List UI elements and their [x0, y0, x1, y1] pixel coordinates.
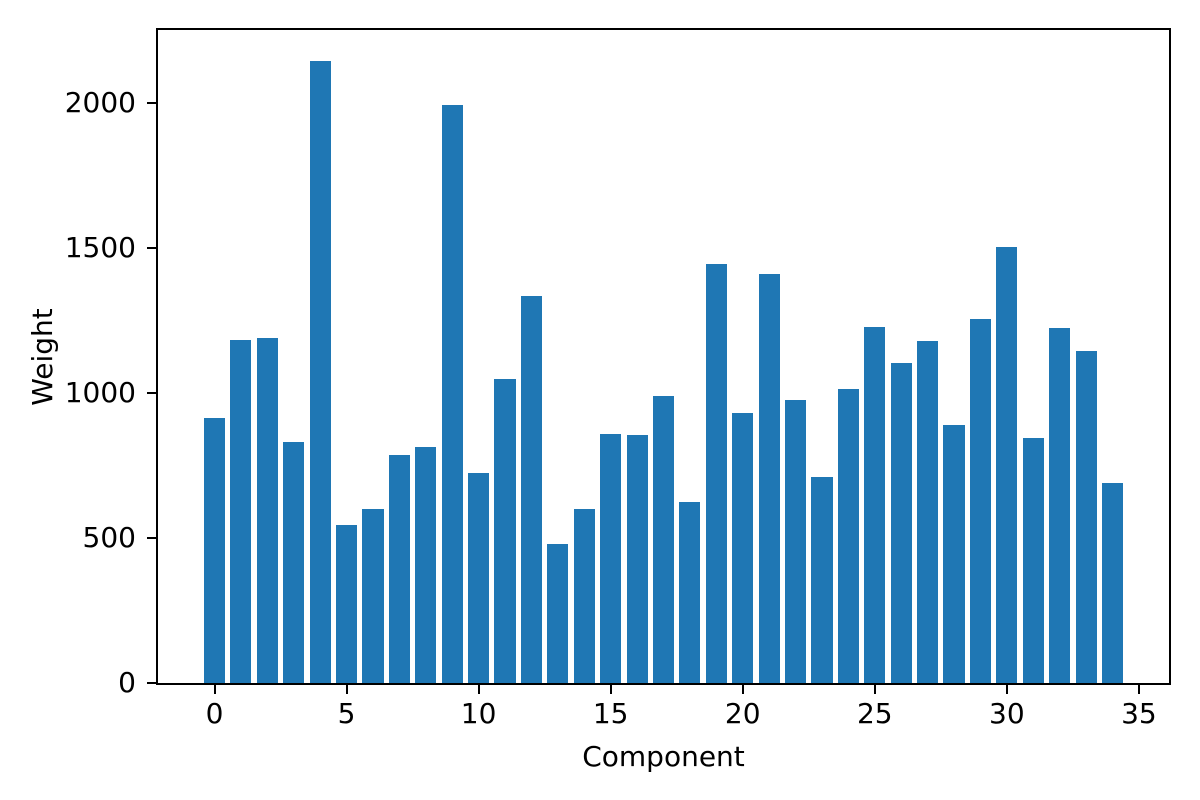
bar-31: [1022, 438, 1044, 683]
bar-6: [362, 509, 384, 683]
bar-24: [837, 388, 859, 683]
bar-26: [890, 362, 912, 683]
bar-29: [969, 319, 991, 683]
bar-18: [679, 501, 701, 683]
bar-19: [705, 264, 727, 683]
x-tick-mark-0: [213, 685, 216, 694]
x-tick-label-30: 30: [989, 697, 1025, 730]
x-tick-label-20: 20: [724, 697, 761, 730]
bar-11: [494, 378, 516, 683]
bar-12: [520, 296, 542, 683]
y-axis-label: Weight: [26, 307, 59, 406]
bar-13: [547, 543, 569, 683]
bar-33: [1075, 351, 1097, 683]
bar-3: [283, 442, 305, 683]
bar-30: [996, 246, 1018, 683]
bar-20: [732, 413, 754, 683]
x-axis-label: Component: [582, 740, 745, 773]
y-tick-mark-1500: [147, 247, 156, 250]
x-tick-label-10: 10: [460, 697, 497, 730]
x-tick-label-15: 15: [592, 697, 629, 730]
bar-2: [256, 338, 278, 683]
y-tick-mark-0: [147, 682, 156, 684]
bar-25: [864, 326, 886, 683]
x-tick-label-5: 5: [337, 697, 356, 730]
x-tick-mark-20: [741, 685, 744, 694]
bar-14: [573, 509, 595, 683]
y-tick-label-0: 0: [118, 666, 136, 699]
x-tick-mark-25: [873, 685, 876, 694]
x-tick-label-25: 25: [856, 697, 893, 730]
bar-16: [626, 435, 648, 683]
y-tick-label-1000: 1000: [64, 376, 136, 410]
x-tick-mark-10: [477, 685, 480, 694]
bar-27: [917, 341, 939, 683]
y-tick-label-2000: 2000: [64, 86, 136, 120]
bar-0: [203, 417, 226, 683]
plot-area: 0 5 10 15 20 25 30 35 0 500 1000 1500 2000 Componen…: [26, 28, 1171, 771]
y-tick-mark-500: [147, 537, 156, 540]
x-tick-label-35: 35: [1121, 697, 1157, 730]
bar-23: [811, 477, 833, 683]
bar-28: [943, 425, 965, 683]
bar-1: [230, 339, 252, 683]
y-tick-mark-1000: [147, 392, 156, 395]
bar-34: [1101, 483, 1124, 683]
y-tick-label-500: 500: [82, 521, 136, 555]
x-tick-mark-35: [1137, 685, 1140, 694]
bar-32: [1049, 327, 1071, 683]
bar-7: [388, 455, 410, 683]
bar-17: [652, 396, 675, 683]
bar-15: [600, 433, 622, 683]
x-tick-label-0: 0: [205, 697, 224, 730]
bar-4: [309, 61, 331, 683]
y-tick-mark-2000: [147, 102, 156, 105]
x-tick-mark-15: [609, 685, 612, 694]
y-tick-label-1500: 1500: [64, 231, 136, 265]
x-tick-mark-5: [345, 685, 348, 694]
bar-5: [336, 525, 358, 683]
bar-22: [784, 400, 807, 683]
bar-21: [758, 274, 780, 683]
bar-10: [468, 472, 490, 683]
bar-9: [441, 104, 463, 683]
x-tick-mark-30: [1005, 685, 1008, 694]
bar-8: [415, 446, 437, 683]
